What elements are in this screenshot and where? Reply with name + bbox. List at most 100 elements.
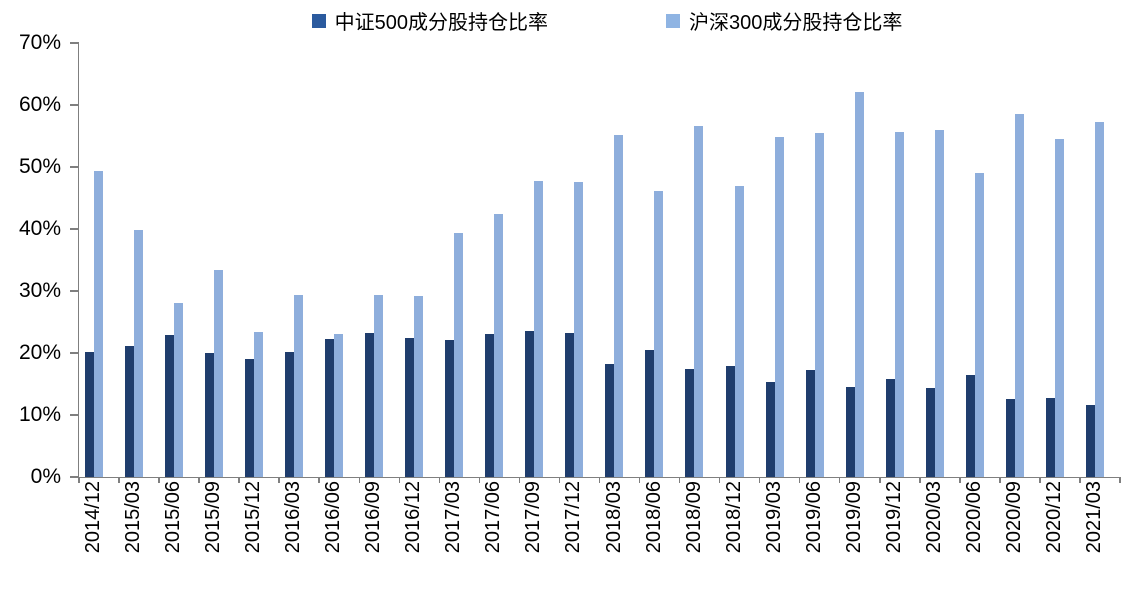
x-axis-label-2020/03: 2020/03 [922, 481, 945, 554]
bar-hushen300-2020/06 [974, 172, 984, 477]
bar-zhongzheng500-2016/09 [365, 333, 375, 477]
x-axis-label-2016/06: 2016/06 [322, 481, 345, 554]
bar-hushen300-2018/06 [654, 190, 664, 477]
y-axis-tick [70, 228, 79, 230]
x-axis-tick [919, 477, 921, 483]
x-axis-tick [678, 477, 681, 483]
bar-group-2019/09 [840, 43, 880, 477]
x-axis-label-2015/03: 2015/03 [122, 481, 145, 554]
x-axis-label-2019/12: 2019/12 [882, 481, 905, 554]
x-axis-label-2017/06: 2017/06 [482, 481, 505, 554]
bar-pair [325, 333, 344, 477]
bar-group-2020/03 [920, 43, 960, 477]
bar-pair [605, 135, 624, 477]
bar-pair [1005, 114, 1024, 477]
bar-group-2016/06 [319, 43, 359, 477]
x-axis-label-2020/06: 2020/06 [962, 481, 985, 554]
x-axis-tick [478, 477, 481, 483]
legend-item-hushen300: 沪深300成分股持仓比率 [666, 6, 902, 35]
bar-pair [245, 331, 264, 477]
bar-group-2016/09 [359, 43, 399, 477]
x-axis-label-2017/12: 2017/12 [562, 481, 585, 554]
x-axis-tick [1039, 477, 1041, 483]
x-axis-tick [758, 477, 761, 483]
bar-zhongzheng500-2016/06 [325, 338, 335, 477]
x-axis-tick [558, 477, 561, 483]
bar-hushen300-2018/03 [614, 135, 624, 477]
plot-area: 2014/12 2015/03 2015/06 2015/09 2015/12 2016/… [19, 31, 1121, 553]
x-axis-tick [959, 477, 961, 483]
bar-group-2017/09 [519, 43, 559, 477]
y-axis-label: 30% [18, 279, 61, 302]
bar-zhongzheng500-2019/09 [845, 387, 855, 477]
x-axis-tick [999, 477, 1001, 483]
legend-label-zhongzheng500: 中证500成分股持仓比率 [334, 12, 548, 34]
x-axis-tick [118, 477, 120, 483]
bar-pair [85, 170, 103, 477]
x-axis-tick [318, 477, 320, 483]
x-axis-tick [1119, 477, 1121, 483]
bar-hushen300-2017/09 [534, 180, 544, 477]
bar-pair [125, 229, 144, 477]
bar-zhongzheng500-2020/06 [965, 374, 975, 477]
x-axis-label-2017/03: 2017/03 [442, 481, 465, 554]
bar-zhongzheng500-2015/09 [205, 353, 215, 477]
bar-group-2014/12 [79, 43, 119, 477]
x-axis-tick [278, 477, 280, 483]
y-axis-label: 20% [18, 341, 61, 364]
bar-group-2018/09 [679, 43, 719, 477]
x-axis-tick [438, 477, 441, 483]
bar-hushen300-2014/12 [94, 170, 103, 477]
bar-hushen300-2015/12 [254, 331, 264, 477]
x-axis-label-2019/06: 2019/06 [802, 481, 825, 554]
x-axis-label-2018/12: 2018/12 [722, 481, 745, 554]
bar-hushen300-2020/12 [1054, 138, 1064, 477]
bar-zhongzheng500-2018/06 [645, 349, 655, 477]
bar-zhongzheng500-2021/03 [1085, 404, 1095, 477]
bar-pair [165, 302, 184, 477]
x-axis-label-2015/12: 2015/12 [242, 481, 265, 554]
x-axis-label-2019/03: 2019/03 [762, 481, 785, 554]
bar-pair [445, 232, 464, 477]
bar-group-2015/06 [159, 43, 199, 477]
bar-hushen300-2016/09 [374, 294, 384, 477]
x-axis-tick [518, 477, 521, 483]
bar-hushen300-2016/06 [334, 333, 344, 477]
bar-group-2020/06 [960, 43, 1000, 477]
bar-group-2015/03 [119, 43, 159, 477]
bar-zhongzheng500-2018/03 [605, 363, 615, 477]
x-axis-tick [398, 477, 401, 483]
y-axis-label: 50% [18, 155, 61, 178]
y-axis-tick [70, 476, 79, 478]
x-axis-label-2019/09: 2019/09 [842, 481, 865, 554]
y-axis-label: 70% [18, 31, 61, 54]
bar-group-2020/12 [1040, 43, 1080, 477]
bar-hushen300-2019/06 [814, 132, 824, 477]
bar-zhongzheng500-2017/06 [485, 334, 495, 477]
x-axis-label-2016/03: 2016/03 [282, 481, 305, 554]
bar-group-2016/03 [279, 43, 319, 477]
legend-swatch-hushen300-icon [666, 13, 680, 28]
y-axis-label: 60% [18, 93, 61, 116]
bar-hushen300-2015/09 [214, 269, 224, 477]
bar-pair [405, 296, 424, 477]
y-axis-tick [70, 42, 79, 44]
bar-hushen300-2017/06 [494, 213, 504, 477]
x-axis-tick [238, 477, 240, 483]
x-axis-tick [838, 477, 841, 483]
bar-pair [365, 294, 384, 477]
bar-hushen300-2017/03 [454, 232, 464, 477]
x-axis-tick [638, 477, 641, 483]
bar-pair [885, 132, 904, 477]
x-axis-labels: 2014/12 2015/03 2015/06 2015/09 2015/12 2016/… [79, 477, 1120, 594]
x-axis-label-2018/03: 2018/03 [602, 481, 625, 554]
bar-group-2017/03 [439, 43, 479, 477]
bar-pair [485, 213, 504, 477]
bar-group-2018/06 [639, 43, 679, 477]
x-axis-tick [798, 477, 801, 483]
bar-zhongzheng500-2020/03 [925, 387, 935, 477]
bar-hushen300-2017/12 [574, 181, 584, 477]
bar-zhongzheng500-2015/03 [125, 346, 135, 477]
bar-group-2017/12 [559, 43, 599, 477]
